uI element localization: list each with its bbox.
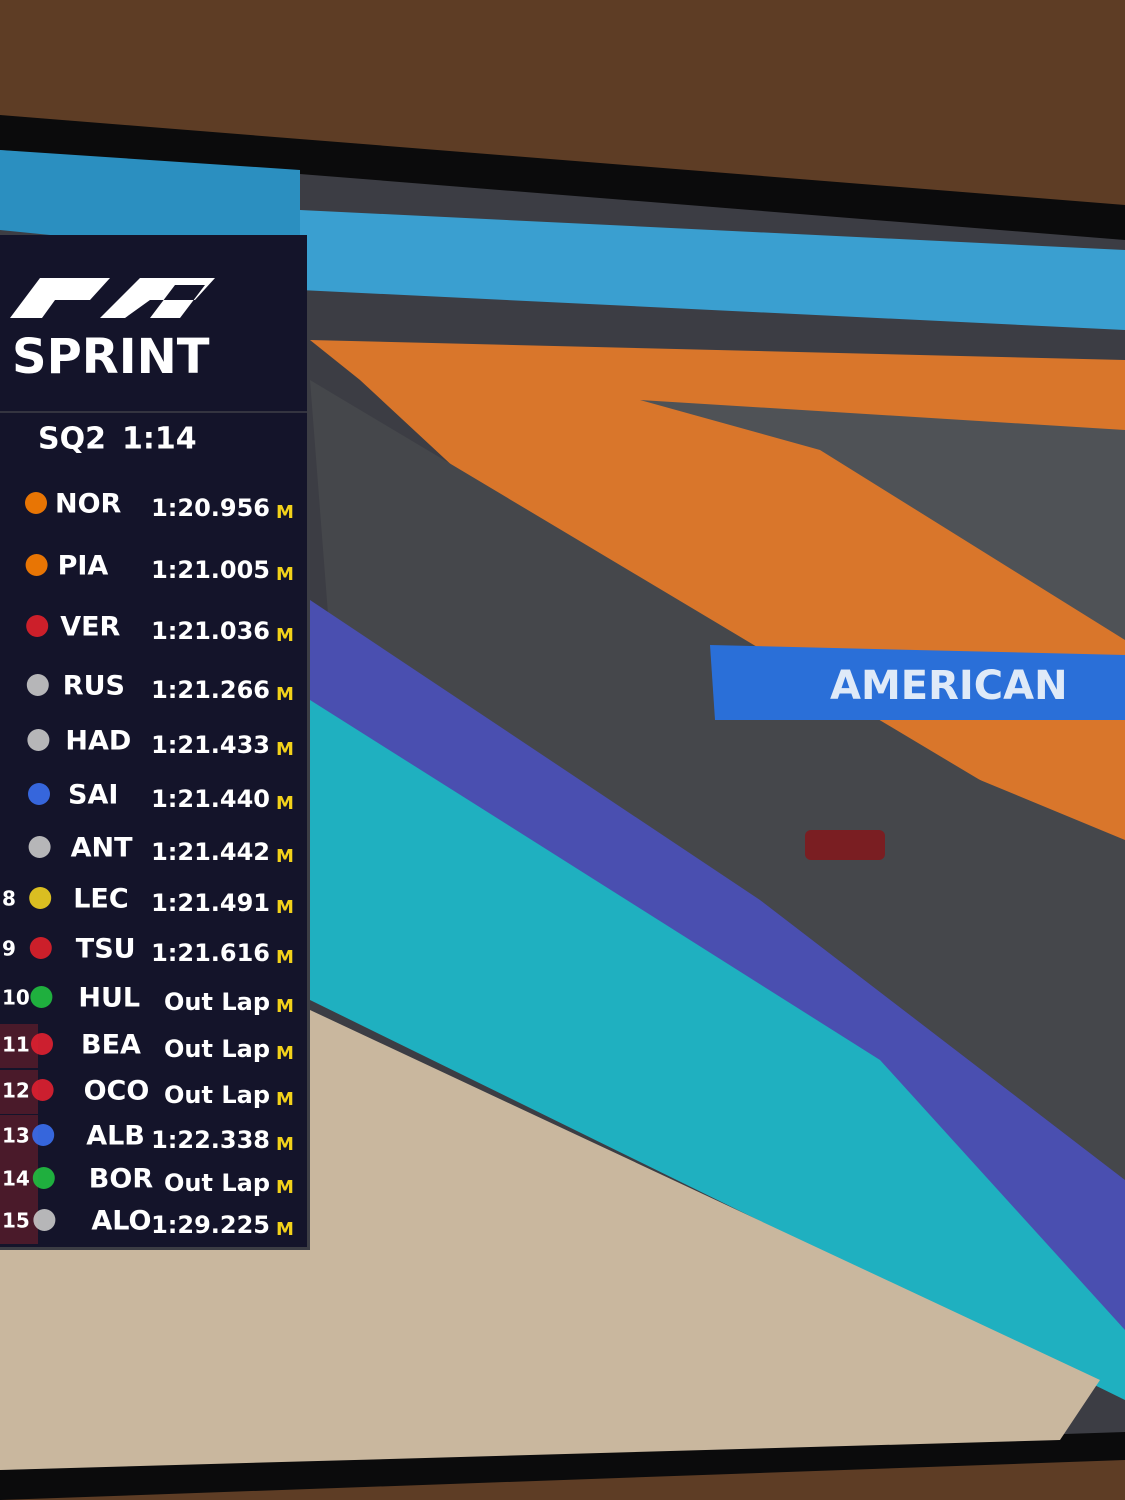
tyre: M [276, 684, 294, 705]
track [310, 380, 1125, 1180]
standings: NOR 1:20.956 M PIA 1:21.005 M VER 1:21.036 M RUS 1… [0, 489, 294, 1244]
tyre: M [276, 1089, 294, 1110]
driver: HAD [65, 726, 131, 757]
driver: NOR [55, 489, 122, 520]
driver: VER [60, 612, 120, 643]
banner-text: AMERICAN [830, 663, 1068, 709]
sand [0, 1010, 1100, 1470]
team-icon [28, 783, 50, 805]
tyre: M [276, 1177, 294, 1198]
position: 10 [2, 986, 30, 1010]
lap-time: Out Lap [164, 1035, 270, 1063]
lap-time: Out Lap [164, 988, 270, 1016]
stand [300, 210, 1125, 330]
driver: ALB [86, 1121, 145, 1152]
lap-time: 1:20.956 [151, 494, 270, 522]
tyre: M [276, 625, 294, 646]
team-icon [27, 729, 50, 751]
lap-time: 1:21.266 [151, 676, 270, 704]
position: 9 [2, 937, 16, 961]
runoff-teal [310, 700, 1125, 1400]
banner-board [710, 645, 1125, 720]
lap-time: 1:21.616 [151, 939, 270, 967]
team-icon [25, 554, 48, 576]
lap-time: 1:21.440 [151, 785, 270, 813]
driver: OCO [84, 1076, 150, 1107]
lap-time: 1:21.491 [151, 889, 270, 917]
row-stripe [0, 1158, 38, 1202]
driver: SAI [68, 780, 118, 811]
driver: LEC [73, 884, 128, 915]
tyre: M [276, 1043, 294, 1064]
lap-time: 1:29.225 [151, 1211, 270, 1239]
team-icon [31, 1033, 53, 1055]
driver: BEA [81, 1030, 141, 1061]
team-icon [30, 986, 53, 1008]
team-icon [32, 1124, 55, 1146]
driver: RUS [63, 671, 125, 702]
position: 12 [2, 1079, 30, 1103]
tyre: M [276, 564, 294, 585]
tyre: M [276, 897, 294, 918]
team-icon [31, 1079, 54, 1101]
team-icon [28, 836, 51, 858]
driver: PIA [58, 551, 109, 582]
team-icon [29, 887, 52, 909]
team-icon [26, 674, 49, 696]
track-inner [640, 400, 1125, 640]
position: 13 [2, 1124, 30, 1148]
team-icon [33, 1209, 56, 1231]
session: SQ2 [38, 422, 106, 457]
tyre: M [276, 502, 294, 523]
lap-time: 1:21.442 [151, 838, 270, 866]
tyre: M [276, 1219, 294, 1240]
lap-time: Out Lap [164, 1169, 270, 1197]
tyre: M [276, 846, 294, 867]
position: 8 [2, 887, 16, 911]
team-icon [29, 937, 52, 959]
team-icon [32, 1167, 55, 1189]
team-icon [25, 492, 47, 514]
tyre: M [276, 1134, 294, 1155]
row-stripe [0, 1200, 38, 1244]
driver: ALO [91, 1206, 151, 1237]
tyre: M [276, 947, 294, 968]
driver: ANT [71, 833, 133, 864]
tyre: M [276, 793, 294, 814]
tyre: M [276, 996, 294, 1017]
car [805, 830, 885, 860]
row-stripe [0, 1115, 38, 1159]
lap-time: 1:21.433 [151, 731, 270, 759]
position: 14 [2, 1167, 30, 1191]
position: 15 [2, 1209, 30, 1233]
position: 11 [2, 1033, 30, 1057]
lap-time: Out Lap [164, 1081, 270, 1109]
f1-logo [10, 278, 215, 318]
brand: SPRINT [12, 329, 210, 385]
clock: 1:14 [122, 422, 197, 457]
lap-time: 1:22.338 [151, 1126, 270, 1154]
driver: HUL [78, 983, 140, 1014]
stand-left [0, 150, 300, 260]
row-stripe [0, 1070, 38, 1114]
timing-tower [0, 235, 307, 1247]
driver: TSU [76, 934, 136, 965]
lap-time: 1:21.036 [151, 617, 270, 645]
lap-time: 1:21.005 [151, 556, 270, 584]
tyre: M [276, 739, 294, 760]
team-icon [26, 615, 49, 637]
driver: BOR [89, 1164, 154, 1195]
